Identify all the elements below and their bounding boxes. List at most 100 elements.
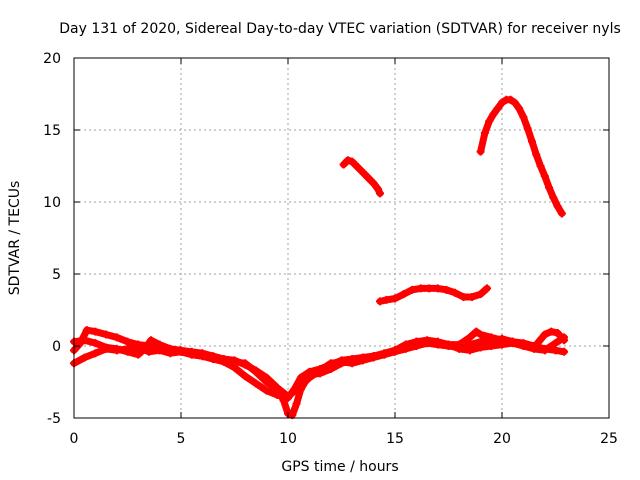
data-point: [476, 147, 485, 156]
y-tick-label: -5: [47, 411, 61, 427]
data-point: [498, 98, 506, 107]
data-point: [348, 359, 357, 368]
series-trace-3: [70, 327, 569, 401]
data-point: [476, 290, 485, 299]
data-point: [465, 346, 474, 355]
data-point: [399, 290, 408, 299]
data-point: [485, 117, 494, 126]
data-point: [476, 330, 485, 339]
y-tick-label: 5: [52, 267, 61, 283]
data-point: [515, 104, 524, 113]
data-point: [361, 170, 370, 179]
data-point: [489, 110, 498, 119]
data-point: [483, 284, 492, 293]
data-point: [519, 113, 528, 122]
data-point: [545, 183, 554, 192]
x-axis-label: GPS time / hours: [281, 459, 398, 475]
data-point: [506, 95, 515, 104]
data-point: [551, 346, 560, 355]
data-point: [459, 293, 468, 302]
data-point: [80, 336, 89, 345]
data-point: [294, 383, 303, 392]
series-trace-4: [339, 156, 385, 198]
data-point: [442, 285, 451, 294]
data-point: [557, 209, 566, 218]
data-point: [296, 373, 305, 382]
data-point: [391, 346, 399, 355]
data-point: [540, 330, 549, 339]
data-point: [498, 336, 506, 345]
data-point: [166, 344, 175, 353]
data-point: [560, 347, 569, 356]
data-point: [487, 333, 496, 342]
data-point: [530, 343, 539, 352]
data-point: [112, 344, 121, 353]
data-point: [251, 366, 260, 375]
data-point: [230, 356, 239, 365]
data-point: [376, 189, 385, 198]
data-point: [177, 346, 185, 355]
data-point: [147, 336, 156, 345]
data-point: [401, 340, 410, 349]
data-point: [416, 284, 425, 293]
data-point: [219, 354, 228, 363]
data-point: [519, 340, 528, 349]
x-tick-label: 15: [386, 431, 404, 447]
data-point: [547, 327, 556, 336]
data-point: [348, 157, 357, 166]
data-point: [284, 392, 292, 401]
data-point: [356, 166, 365, 175]
data-point: [102, 343, 111, 352]
data-point: [134, 340, 143, 349]
data-point: [262, 373, 271, 382]
y-tick-label: 0: [52, 339, 61, 355]
data-point: [339, 160, 348, 169]
data-point: [343, 156, 352, 165]
data-point: [408, 285, 417, 294]
x-tick-label: 10: [279, 431, 297, 447]
data-point: [140, 344, 149, 353]
data-point: [465, 333, 474, 342]
data-point: [532, 150, 541, 159]
data-point: [412, 337, 421, 346]
chart-title: Day 131 of 2020, Sidereal Day-to-day VTE…: [59, 21, 621, 37]
y-tick-label: 15: [43, 123, 61, 139]
data-point: [433, 339, 442, 348]
data-point: [487, 342, 496, 350]
data-point: [80, 353, 89, 362]
data-point: [134, 350, 143, 359]
data-point: [476, 343, 485, 352]
data-point: [369, 179, 378, 188]
data-point: [82, 326, 91, 335]
tick-marks: [73, 57, 610, 419]
data-point: [316, 366, 325, 375]
data-point: [358, 356, 367, 365]
data-point: [198, 349, 207, 358]
data-point: [455, 340, 464, 349]
x-tick-label: 25: [600, 431, 618, 447]
data-point: [391, 294, 399, 303]
data-point: [382, 295, 391, 304]
data-point: [273, 383, 282, 392]
data-point: [536, 162, 545, 170]
plot-frame: [73, 57, 610, 419]
data-point: [123, 347, 132, 356]
data-point: [472, 327, 481, 336]
data-point: [123, 337, 132, 346]
data-point: [251, 379, 260, 388]
data-point: [551, 339, 560, 348]
data-point: [373, 185, 382, 194]
y-axis-label: SDTVAR / TECUs: [7, 181, 23, 296]
x-tick-label: 5: [177, 431, 186, 447]
data-point: [553, 202, 562, 211]
data-point: [560, 336, 569, 345]
data-point: [305, 373, 314, 382]
data-series: [70, 95, 569, 420]
data-point: [376, 297, 385, 306]
y-tick-label: 20: [43, 51, 61, 67]
data-point: [155, 340, 164, 349]
data-point: [230, 363, 239, 372]
data-point: [433, 284, 442, 293]
data-point: [540, 172, 549, 181]
data-point: [337, 357, 346, 366]
